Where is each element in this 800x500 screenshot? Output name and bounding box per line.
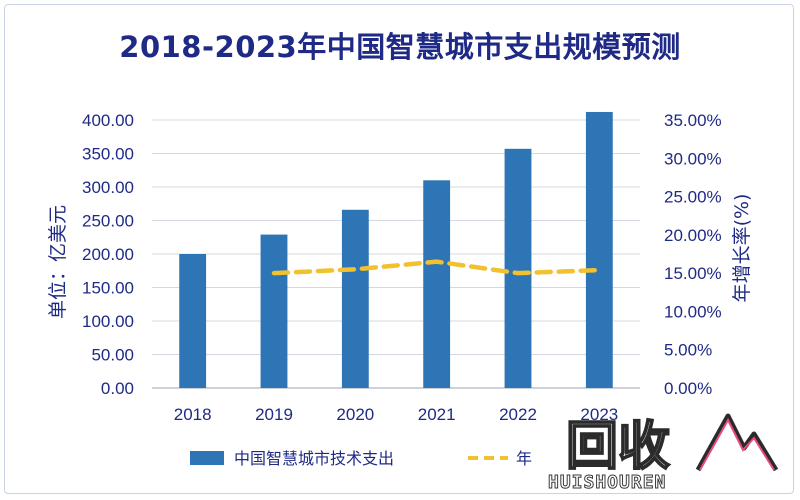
chart-frame (4, 4, 794, 494)
y-tick-label-right: 5.00% (664, 341, 712, 360)
legend: 中国智慧城市技术支出 年 (190, 449, 532, 468)
left-axis: 0.00 50.00 100.00 150.00 200.00 250.00 300.00 3… (82, 111, 134, 398)
bar-2019 (260, 234, 288, 388)
bar-2021 (423, 180, 451, 388)
y-axis-label-left: 单位：亿美元 (47, 205, 69, 319)
y-tick-label-right: 10.00% (664, 302, 722, 321)
y-tick-label-left: 100.00 (82, 312, 134, 331)
legend-label-line: 年 (516, 449, 532, 468)
y-tick-label-right: 20.00% (664, 226, 722, 245)
watermark-mark-icon (695, 413, 779, 472)
watermark-logo: 回收 HUISHOUREN (548, 402, 788, 494)
watermark-subtext: HUISHOUREN (548, 472, 667, 494)
y-tick-label-left: 150.00 (82, 279, 134, 298)
chart-title: 2018-2023年中国智慧城市支出规模预测 (119, 30, 681, 64)
x-tick-label: 2022 (499, 405, 537, 424)
x-tick-label: 2021 (418, 405, 456, 424)
bar-2020 (341, 209, 369, 388)
y-tick-label-right: 15.00% (664, 264, 722, 283)
watermark-text: 回收 (565, 416, 671, 478)
bar-2023 (585, 111, 613, 389)
legend-swatch-bar (190, 451, 224, 465)
right-axis: 0.00% 5.00% 10.00% 15.00% 20.00% 25.00% 30.00%… (664, 111, 722, 398)
x-tick-label: 2023 (580, 405, 618, 424)
y-tick-label-left: 0.00 (101, 379, 134, 398)
y-tick-label-left: 350.00 (82, 145, 134, 164)
bar-2022 (504, 148, 532, 388)
legend-label-bar: 中国智慧城市技术支出 (234, 449, 394, 468)
growth-rate-line (271, 259, 602, 276)
x-tick-label: 2018 (174, 405, 212, 424)
y-axis-label-right: 年增长率(%) (731, 194, 753, 303)
x-tick-label: 2019 (255, 405, 293, 424)
y-tick-label-right: 30.00% (664, 149, 722, 168)
y-tick-label-left: 200.00 (82, 245, 134, 264)
y-tick-label-right: 25.00% (664, 188, 722, 207)
bar-series (179, 111, 613, 389)
y-tick-label-right: 0.00% (664, 379, 712, 398)
y-tick-label-left: 50.00 (91, 346, 134, 365)
y-tick-label-left: 250.00 (82, 212, 134, 231)
x-axis: 2018 2019 2020 2021 2022 2023 (174, 405, 618, 424)
y-tick-label-right: 35.00% (664, 111, 722, 130)
y-tick-label-left: 300.00 (82, 178, 134, 197)
grid-lines (152, 119, 640, 389)
growth-line-series (271, 259, 602, 276)
y-tick-label-left: 400.00 (82, 111, 134, 130)
x-tick-label: 2020 (336, 405, 374, 424)
bar-2018 (179, 254, 207, 388)
